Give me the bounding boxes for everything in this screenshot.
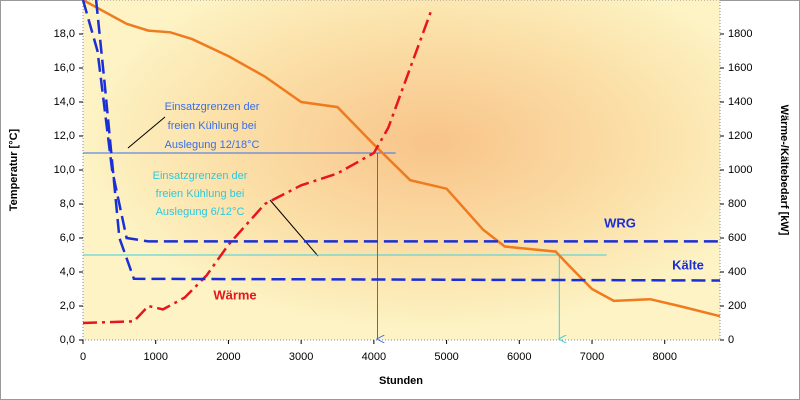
x-tick-label: 6000	[507, 351, 531, 363]
annotation: freien Kühlung bei	[168, 120, 257, 132]
y-tick-label: 14,0	[54, 96, 75, 108]
y2-tick-label: 0	[728, 334, 734, 346]
series-line	[82, 0, 721, 318]
x-tick-label: 1000	[143, 351, 167, 363]
y-tick-label: 8,0	[60, 198, 75, 210]
y2-tick-label: 1200	[728, 130, 752, 142]
y2-tick-label: 600	[728, 232, 746, 244]
series-line	[82, 8, 434, 325]
leader-line	[269, 199, 319, 257]
y2-tick-label: 800	[728, 198, 746, 210]
y-tick-label: 6,0	[60, 232, 75, 244]
y-tick-label: 0,0	[60, 334, 75, 346]
y2-tick-label: 1000	[728, 164, 752, 176]
x-tick-label: 8000	[652, 351, 676, 363]
y2-tick-label: 1600	[728, 62, 752, 74]
series-line	[81, 0, 720, 243]
y2-tick-label: 1400	[728, 96, 752, 108]
leader-line	[127, 116, 166, 149]
y2-tick-label: 200	[728, 300, 746, 312]
y-tick-label: 4,0	[60, 266, 75, 278]
annotation: Auslegung 12/18°C	[165, 139, 260, 151]
x-tick-label: 5000	[434, 351, 458, 363]
y-tick-label: 18,0	[54, 28, 75, 40]
annotation: Einsatzgrenzen der	[165, 101, 260, 113]
y-axis-label: Temperatur [°C]	[8, 128, 20, 211]
y-tick-label: 10,0	[54, 164, 75, 176]
x-tick-label: 7000	[580, 351, 604, 363]
x-tick-label: 2000	[216, 351, 240, 363]
y2-axis-label: Wärme-/Kältebedarf [kW]	[778, 105, 790, 236]
annotation: Einsatzgrenzen der	[153, 170, 248, 182]
x-tick-label: 3000	[289, 351, 313, 363]
annotation: Kälte	[672, 257, 704, 272]
x-tick-label: 0	[80, 351, 86, 363]
y-tick-label: 12,0	[54, 130, 75, 142]
annotation: freien Kühlung bei	[156, 188, 245, 200]
annotation: Wärme	[213, 287, 256, 302]
y2-tick-label: 400	[728, 266, 746, 278]
x-tick-label: 4000	[362, 351, 386, 363]
y-tick-label: 2,0	[60, 300, 75, 312]
annotation: Auslegung 6/12°C	[156, 206, 245, 218]
y2-tick-label: 1800	[728, 28, 752, 40]
y-tick-label: 16,0	[54, 62, 75, 74]
annotation: WRG	[604, 215, 636, 230]
x-axis-label: Stunden	[379, 375, 423, 387]
